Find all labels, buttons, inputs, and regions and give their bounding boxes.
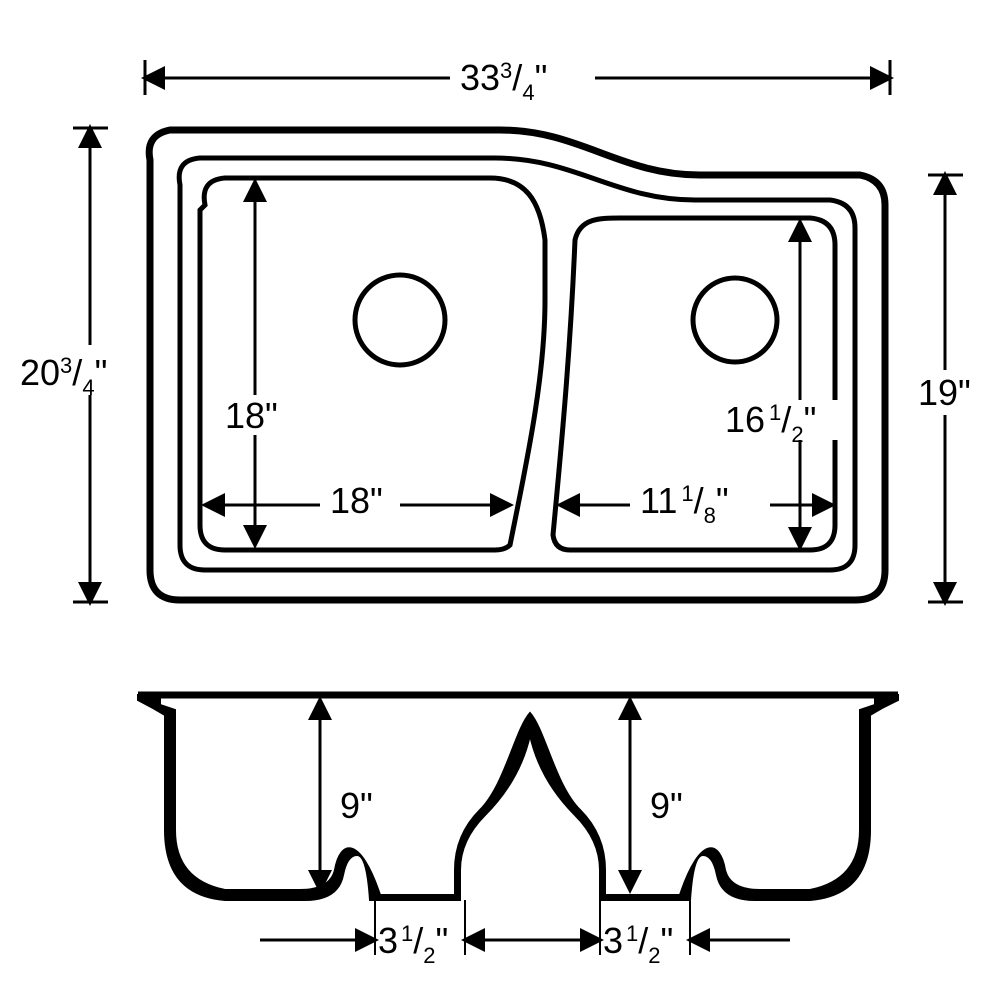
sink-dimension-diagram: 333/4" 203/4" 19"	[0, 0, 1000, 1000]
cross-section-outline	[138, 695, 898, 900]
dim-right-bowl-width-text: 111/8"	[640, 480, 729, 528]
left-drain-circle	[355, 275, 445, 365]
dim-left-bowl-width-text: 18"	[330, 480, 383, 521]
dim-overall-height-left: 203/4"	[20, 128, 108, 602]
dim-left-depth-text: 9"	[340, 785, 373, 826]
dim-overall-width-text: 333/4"	[460, 57, 547, 105]
dim-left-drain: 31/2"	[260, 900, 560, 968]
dim-overall-width: 333/4"	[145, 57, 890, 105]
dim-left-bowl-height-text: 18"	[225, 395, 278, 436]
side-view: 9" 9" 31/2" 31/2	[138, 695, 898, 968]
dim-overall-height-left-text: 203/4"	[20, 352, 107, 400]
top-view: 333/4" 203/4" 19"	[20, 57, 971, 602]
dim-right-drain: 31/2"	[505, 900, 790, 968]
dim-left-bowl-height: 18"	[210, 182, 300, 545]
dim-left-bowl-width: 18"	[205, 480, 510, 521]
dim-overall-height-right-text: 19"	[918, 372, 971, 413]
right-drain-circle	[693, 278, 777, 362]
dim-right-bowl-width: 111/8"	[560, 480, 832, 528]
dim-overall-height-right: 19"	[918, 175, 971, 602]
dim-left-drain-text: 31/2"	[378, 920, 448, 968]
dim-right-drain-text: 31/2"	[603, 920, 673, 968]
dim-right-depth-text: 9"	[650, 785, 683, 826]
dim-left-depth: 9"	[320, 700, 390, 890]
dim-right-depth: 9"	[630, 700, 700, 890]
